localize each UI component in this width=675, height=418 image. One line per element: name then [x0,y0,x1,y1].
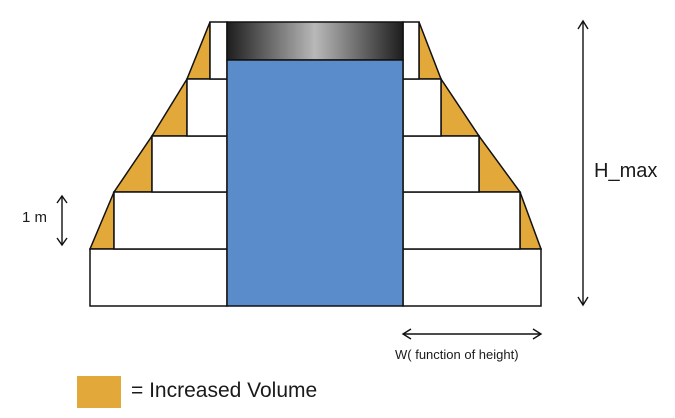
wedge-left-2 [112,133,153,193]
width-label: W( function of height) [395,347,519,362]
left-steps [89,21,228,307]
wedge-right-3 [440,76,481,137]
height-max-arrow [577,19,589,307]
wedge-left-3 [150,76,188,137]
step-right-2 [402,191,521,250]
step-left-4 [186,78,228,137]
wedge-right-2 [478,133,522,193]
wedge-left-1 [88,191,115,250]
height-max-label: H_max [594,160,658,182]
wedge-right-1 [519,191,543,250]
step-right-1 [402,248,542,307]
column-top-band [226,21,404,61]
wedge-right-4 [418,21,443,80]
wedge-left-4 [185,21,211,80]
left-wedges [88,21,211,250]
step-right-4 [402,78,442,137]
step-left-2 [113,191,228,250]
water-column [226,59,404,307]
right-steps [402,21,542,307]
legend-swatch [77,376,121,408]
step-left-5 [209,21,228,80]
step-left-1 [89,248,228,307]
step-left-3 [151,135,228,193]
unit-height-arrow [56,194,68,247]
step-right-5 [402,21,420,80]
step-right-3 [402,135,480,193]
legend-text: = Increased Volume [131,379,318,402]
width-arrow [401,328,543,340]
unit-height-label: 1 m [22,209,48,226]
